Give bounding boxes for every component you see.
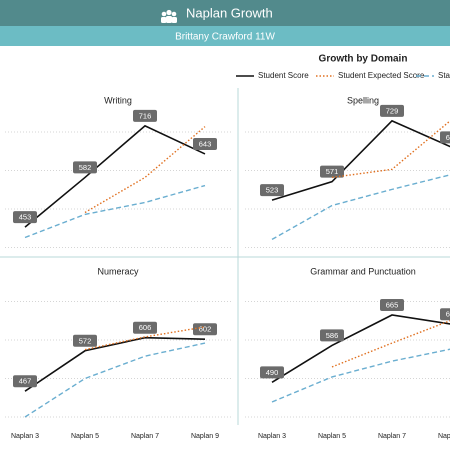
dashboard-title: Growth by Domain xyxy=(319,54,408,65)
data-label-box xyxy=(320,329,344,342)
data-label-text: 641 xyxy=(446,310,450,319)
panel-title: Grammar and Punctuation xyxy=(310,266,416,276)
x-tick-label: Naplan 5 xyxy=(318,433,346,440)
data-label-box xyxy=(193,323,217,336)
data-label: 490 xyxy=(260,366,284,379)
panel-title: Spelling xyxy=(347,95,379,105)
data-label: 602 xyxy=(193,323,217,336)
data-label-box xyxy=(133,109,157,122)
series-line xyxy=(84,126,206,214)
data-label-box xyxy=(73,334,97,347)
x-tick-label: Naplan 7 xyxy=(131,433,159,440)
series-line xyxy=(331,319,450,368)
data-label-box xyxy=(440,308,450,321)
x-tick-label: Naplan 7 xyxy=(378,433,406,440)
data-label-text: 729 xyxy=(386,106,399,115)
x-tick-label: Naplan 3 xyxy=(258,433,286,440)
data-label-box xyxy=(440,131,450,144)
data-label-box xyxy=(260,184,284,197)
data-label: 606 xyxy=(133,321,157,334)
data-label-text: 660 xyxy=(446,133,450,142)
x-tick-label: Naplan 3 xyxy=(11,433,39,440)
panel-title: Writing xyxy=(104,95,132,105)
legend-label: Student Score xyxy=(258,71,309,80)
data-label-text: 586 xyxy=(326,331,339,340)
data-label: 453 xyxy=(13,211,37,224)
data-label-box xyxy=(380,104,404,117)
data-label-box xyxy=(193,137,217,150)
data-label-text: 665 xyxy=(386,300,399,309)
series-line xyxy=(24,336,206,392)
data-label: 716 xyxy=(133,109,157,122)
data-label-text: 602 xyxy=(199,325,212,334)
series-line xyxy=(24,124,206,228)
x-tick-label: Naplan 5 xyxy=(71,433,99,440)
series-line xyxy=(24,342,206,418)
series-line xyxy=(84,326,206,351)
data-label-box xyxy=(260,366,284,379)
subheader-bar xyxy=(0,26,450,46)
data-label-box xyxy=(380,298,404,311)
data-label: 660 xyxy=(440,131,450,144)
data-label: 729 xyxy=(380,104,404,117)
legend-label: Student Expected Score xyxy=(338,71,425,80)
x-tick-label: Naplan 9 xyxy=(438,433,450,440)
data-label-box xyxy=(13,375,37,388)
data-label-text: 582 xyxy=(79,163,92,172)
data-label-text: 571 xyxy=(326,167,339,176)
data-label-box xyxy=(73,161,97,174)
panel-title: Numeracy xyxy=(97,266,139,276)
series-line xyxy=(271,314,450,384)
data-label-box xyxy=(133,321,157,334)
header-title: Naplan Growth xyxy=(186,5,273,20)
data-label-box xyxy=(13,211,37,224)
series-line xyxy=(24,184,206,239)
series-line xyxy=(331,120,450,179)
data-label-text: 467 xyxy=(19,377,32,386)
data-label-text: 643 xyxy=(199,139,212,148)
x-tick-label: Naplan 9 xyxy=(191,433,219,440)
data-label: 571 xyxy=(320,165,344,178)
series-line xyxy=(271,119,450,201)
header-subtitle: Brittany Crawford 11W xyxy=(175,32,275,43)
data-label: 467 xyxy=(13,375,37,388)
data-label: 582 xyxy=(73,161,97,174)
data-label-box xyxy=(320,165,344,178)
series-line xyxy=(271,348,450,403)
series-line xyxy=(271,174,450,241)
data-label: 523 xyxy=(260,184,284,197)
header-bar xyxy=(0,0,450,26)
header-icon xyxy=(161,9,177,23)
data-label: 643 xyxy=(193,137,217,150)
data-label: 586 xyxy=(320,329,344,342)
data-label-text: 490 xyxy=(266,368,279,377)
legend-label: Sta xyxy=(438,71,450,80)
data-label-text: 523 xyxy=(266,186,279,195)
data-label: 641 xyxy=(440,308,450,321)
data-label: 665 xyxy=(380,298,404,311)
data-label: 572 xyxy=(73,334,97,347)
data-label-text: 606 xyxy=(139,323,152,332)
data-label-text: 453 xyxy=(19,213,32,222)
data-label-text: 716 xyxy=(139,111,152,120)
data-label-text: 572 xyxy=(79,336,92,345)
